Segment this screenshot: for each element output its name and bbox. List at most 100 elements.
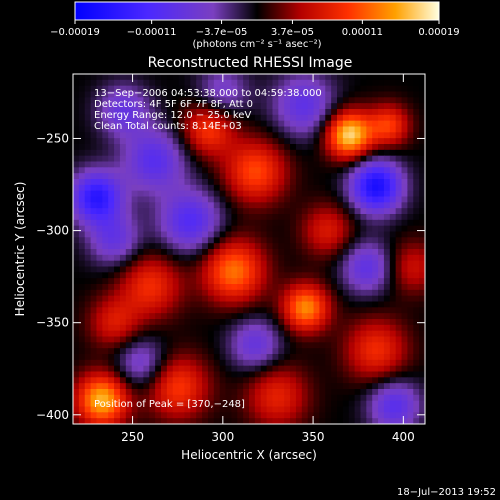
heatmap-cell	[172, 120, 180, 128]
heatmap-cell	[155, 272, 162, 279]
heatmap-cell	[266, 97, 274, 104]
heatmap-cell	[366, 406, 373, 413]
heatmap-cell	[108, 214, 115, 221]
heatmap-cell	[114, 383, 121, 390]
heatmap-cell	[301, 144, 309, 151]
heatmap-cell	[266, 214, 274, 221]
heatmap-cell	[366, 313, 373, 320]
heatmap-cell	[196, 219, 203, 227]
heatmap-cell	[137, 97, 144, 104]
heatmap-cell	[190, 173, 197, 180]
heatmap-cell	[90, 225, 98, 233]
heatmap-cell	[378, 196, 385, 203]
heatmap-cell	[149, 155, 156, 163]
heatmap-cell	[166, 149, 174, 157]
heatmap-cell	[172, 278, 180, 285]
heatmap-cell	[407, 418, 414, 424]
heatmap-cell	[342, 272, 350, 279]
heatmap-cell	[102, 237, 109, 244]
heatmap-cell	[295, 272, 303, 279]
heatmap-cell	[213, 377, 221, 384]
heatmap-cell	[90, 330, 98, 338]
heatmap-cell	[137, 383, 144, 390]
heatmap-cell	[102, 260, 109, 268]
heatmap-cell	[295, 179, 303, 186]
heatmap-cell	[143, 307, 150, 314]
heatmap-cell	[325, 144, 332, 151]
heatmap-cell	[73, 249, 80, 256]
heatmap-cell	[278, 272, 285, 279]
heatmap-cell	[249, 138, 256, 145]
heatmap-cell	[372, 103, 379, 110]
heatmap-cell	[266, 249, 274, 256]
heatmap-cell	[161, 202, 168, 209]
heatmap-cell	[290, 260, 297, 268]
heatmap-cell	[190, 85, 197, 93]
heatmap-cell	[207, 173, 215, 180]
heatmap-cell	[178, 173, 186, 180]
heatmap-cell	[319, 284, 326, 291]
heatmap-cell	[342, 342, 350, 349]
heatmap-cell	[354, 301, 362, 308]
heatmap-cell	[202, 249, 209, 256]
heatmap-cell	[354, 155, 362, 163]
heatmap-cell	[131, 219, 139, 227]
heatmap-cell	[143, 79, 150, 87]
heatmap-cell	[266, 144, 274, 151]
heatmap-cell	[325, 400, 332, 408]
heatmap-cell	[78, 330, 86, 338]
heatmap-cell	[337, 278, 344, 285]
heatmap-cell	[219, 348, 227, 355]
heatmap-cell	[143, 161, 150, 168]
heatmap-cell	[149, 231, 156, 238]
heatmap-cell	[202, 330, 209, 338]
heatmap-cell	[143, 97, 150, 104]
heatmap-cell	[243, 324, 250, 332]
heatmap-cell	[166, 365, 174, 373]
heatmap-cell	[372, 348, 379, 355]
heatmap-cell	[149, 284, 156, 291]
heatmap-cell	[143, 155, 150, 163]
heatmap-cell	[407, 190, 414, 198]
heatmap-cell	[331, 383, 338, 390]
heatmap-cell	[225, 184, 232, 192]
heatmap-cell	[90, 120, 98, 128]
heatmap-cell	[108, 202, 115, 209]
heatmap-cell	[114, 284, 121, 291]
heatmap-cell	[161, 406, 168, 413]
heatmap-cell	[184, 406, 191, 413]
heatmap-cell	[360, 324, 367, 332]
heatmap-cell	[331, 184, 338, 192]
heatmap-cell	[366, 208, 373, 215]
heatmap-cell	[131, 365, 139, 373]
heatmap-cell	[284, 354, 291, 361]
heatmap-cell	[378, 418, 385, 424]
heatmap-cell	[295, 85, 303, 93]
heatmap-cell	[260, 155, 268, 163]
heatmap-cell	[372, 359, 379, 367]
heatmap-cell	[161, 377, 168, 384]
heatmap-cell	[360, 336, 367, 343]
heatmap-cell	[237, 272, 244, 279]
heatmap-cell	[207, 179, 215, 186]
heatmap-cell	[260, 254, 268, 262]
heatmap-cell	[84, 354, 92, 361]
heatmap-cell	[213, 132, 221, 139]
heatmap-cell	[114, 260, 121, 268]
heatmap-cell	[295, 348, 303, 355]
heatmap-cell	[155, 249, 162, 256]
heatmap-cell	[73, 289, 80, 297]
heatmap-cell	[407, 400, 414, 408]
heatmap-cell	[207, 231, 215, 238]
heatmap-cell	[78, 266, 86, 273]
heatmap-cell	[178, 313, 186, 320]
heatmap-cell	[225, 114, 232, 122]
heatmap-cell	[237, 120, 244, 128]
heatmap-cell	[73, 231, 80, 238]
heatmap-cell	[137, 132, 144, 139]
heatmap-cell	[342, 173, 350, 180]
heatmap-cell	[319, 97, 326, 104]
heatmap-cell	[102, 389, 109, 396]
heatmap-cell	[161, 254, 168, 262]
heatmap-cell	[301, 295, 309, 303]
